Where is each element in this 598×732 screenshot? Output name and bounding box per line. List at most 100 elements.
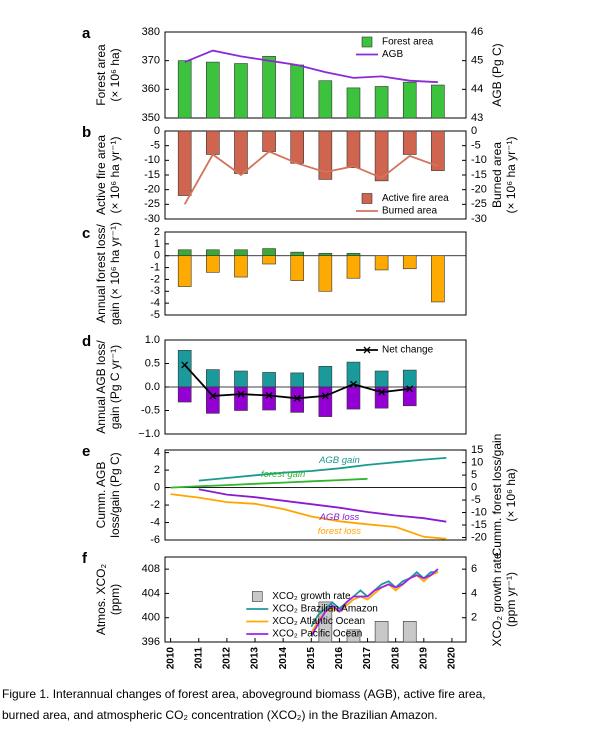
bar	[346, 253, 361, 257]
x-tick-label: 2011	[193, 647, 204, 669]
caption-line: Figure 1. Interannual changes of forest …	[2, 687, 486, 701]
panel-letter: f	[82, 550, 88, 567]
y-tick-label: -5	[150, 309, 160, 321]
y-tick-label: -6	[150, 534, 160, 546]
bar	[318, 80, 333, 119]
marker	[378, 388, 386, 396]
bar	[402, 81, 417, 119]
marker	[321, 392, 329, 400]
marker	[237, 390, 245, 398]
y2-tick-label: 46	[471, 26, 483, 38]
bar	[374, 130, 389, 182]
legend-label: AGB	[382, 49, 403, 60]
x-tick-label: 2014	[278, 647, 289, 670]
y-axis-label: Active fire area	[94, 135, 108, 215]
y-tick-label: 400	[142, 612, 160, 624]
y2-axis-label: Cumm. forest loss/gain	[490, 434, 504, 557]
y-tick-label: 370	[142, 55, 160, 67]
y-axis-label: Annual AGB loss/	[94, 340, 108, 434]
marker	[181, 361, 189, 369]
y-tick-label: -30	[144, 213, 160, 225]
y2-tick-label: 0	[471, 125, 477, 137]
marker	[406, 385, 414, 393]
bar	[234, 255, 248, 278]
y-tick-label: 396	[142, 636, 160, 648]
line	[198, 457, 447, 482]
y-tick-label: 4	[154, 447, 160, 459]
bar	[290, 372, 305, 388]
y-tick-label: 404	[142, 587, 160, 599]
series-label: forest loss	[318, 526, 362, 537]
y2-tick-label: -25	[471, 198, 487, 210]
series-label: forest gain	[261, 469, 305, 480]
panel-letter: b	[82, 124, 91, 141]
bar	[318, 386, 333, 417]
marker	[209, 392, 217, 400]
y-tick-label: 0	[154, 481, 160, 493]
bar	[177, 249, 192, 257]
panel-letter: c	[82, 225, 90, 242]
legend-label: Forest area	[382, 37, 434, 48]
line	[183, 150, 439, 205]
y-axis-label: (× 10⁶ ha)	[108, 48, 122, 101]
bar	[262, 386, 276, 411]
x-tick-label: 2018	[390, 647, 401, 670]
bar	[177, 130, 192, 196]
y2-tick-label: 10	[471, 457, 483, 469]
y-axis-label: gain (Pg C yr⁻¹)	[108, 345, 122, 429]
bar	[290, 386, 305, 413]
y2-tick-label: 43	[471, 112, 483, 124]
bar	[234, 130, 248, 174]
y2-tick-label: -20	[471, 184, 487, 196]
y-axis-label: loss/gain (Pg C)	[108, 452, 122, 537]
legend-label: XCO₂ Pacific Ocean	[272, 629, 362, 640]
bar	[374, 370, 389, 388]
y2-tick-label: -20	[471, 531, 487, 543]
line	[170, 477, 368, 489]
line	[198, 488, 447, 523]
series-label: AGB loss	[319, 512, 360, 523]
y-tick-label: -4	[150, 516, 160, 528]
legend-label: Burned area	[382, 206, 437, 217]
plot-frame	[164, 556, 467, 643]
y2-tick-label: -5	[471, 494, 481, 506]
line	[310, 568, 439, 637]
y-tick-label: -1	[150, 261, 160, 273]
bar	[234, 370, 248, 388]
bar	[290, 130, 305, 164]
bar	[206, 130, 220, 155]
bar	[234, 249, 248, 257]
y2-tick-label: 15	[471, 444, 483, 456]
x-tick-label: 2015	[306, 647, 317, 670]
panel-letter: e	[82, 443, 90, 460]
y-axis-label: Atmos. XCO₂	[94, 563, 108, 635]
bar	[262, 255, 276, 265]
legend-label: Net change	[382, 345, 434, 356]
y2-tick-label: -30	[471, 213, 487, 225]
y-tick-label: 0	[154, 250, 160, 262]
bar	[262, 248, 276, 257]
y2-tick-label: 6	[471, 563, 477, 575]
bar	[234, 386, 248, 411]
y2-axis-label: AGB (Pg C)	[490, 43, 504, 106]
y-tick-label: 0.5	[145, 357, 160, 369]
x-tick-label: 2019	[418, 647, 429, 670]
bar	[431, 84, 445, 119]
legend-label: XCO₂ Brazilian Amazon	[272, 604, 378, 615]
y-axis-label: (ppm)	[108, 584, 122, 615]
y2-tick-label: -5	[471, 140, 481, 152]
y2-tick-label: 0	[471, 481, 477, 493]
y-tick-label: 1.0	[145, 334, 160, 346]
bar	[290, 255, 305, 281]
y-tick-label: 0	[154, 125, 160, 137]
bar	[346, 255, 361, 279]
y-tick-label: -10	[144, 154, 160, 166]
y2-tick-label: -15	[471, 169, 487, 181]
y2-tick-label: 45	[471, 55, 483, 67]
legend-swatch	[251, 591, 263, 602]
marker	[265, 392, 273, 399]
y-tick-label: -25	[144, 198, 160, 210]
y2-axis-label: (× 10⁶ ha yr⁻¹)	[504, 137, 518, 214]
